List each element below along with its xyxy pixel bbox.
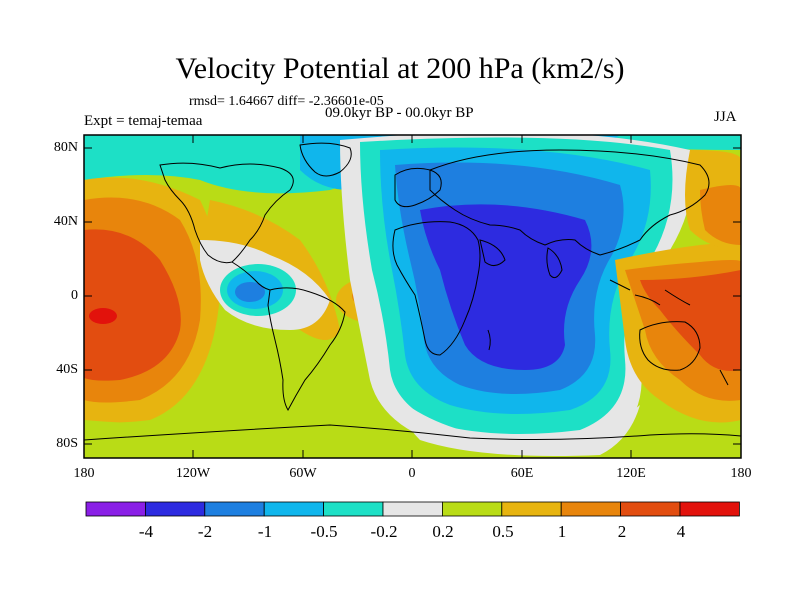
colorbar-swatch: [620, 501, 681, 517]
colorbar-swatch: [501, 501, 562, 517]
colorbar-label: -1: [257, 522, 273, 541]
x-label-120w: 120W: [175, 466, 211, 481]
x-label-60e: 60E: [510, 466, 534, 481]
colorbar-label: 0.5: [492, 522, 514, 541]
x-label-180w: 180: [73, 466, 95, 481]
plot-title: Velocity Potential at 200 hPa (km2/s): [175, 52, 625, 85]
colorbar: [85, 501, 740, 517]
field-camerica-blue: [235, 282, 265, 302]
x-label-180e: 180: [730, 466, 752, 481]
field-pacific-red: [84, 229, 181, 381]
colorbar-swatch: [441, 501, 503, 517]
x-label-120e: 120E: [616, 466, 646, 481]
colorbar-label: 0.2: [432, 522, 454, 541]
field-south-gray: [400, 400, 640, 456]
axis-ticks: [83, 135, 742, 458]
colorbar-swatch: [382, 501, 443, 517]
colorbar-swatch: [323, 501, 384, 517]
colorbar-swatch: [263, 501, 325, 517]
colorbar-label: -0.2: [370, 522, 398, 541]
y-label-80n: 80N: [53, 140, 78, 155]
field-africa-darkblue: [420, 204, 592, 370]
x-label-60w: 60W: [289, 466, 317, 481]
y-label-40s: 40S: [56, 362, 78, 377]
velocity-potential-field: [84, 135, 741, 458]
colorbar-swatch: [144, 501, 206, 517]
colorbar-label: 4: [676, 522, 686, 541]
colorbar-swatch: [679, 501, 740, 517]
y-label-0: 0: [71, 288, 78, 303]
y-label-40n: 40N: [53, 214, 78, 229]
field-nepac-orange: [700, 185, 741, 245]
colorbar-label: 2: [617, 522, 627, 541]
colorbar-swatch: [560, 501, 622, 517]
experiment-label: Expt = temaj-temaa: [84, 113, 203, 129]
coastlines: [84, 142, 741, 441]
colorbar-swatch: [204, 501, 265, 517]
period-label: 09.0kyr BP - 00.0kyr BP: [325, 105, 474, 121]
season-label: JJA: [714, 109, 737, 125]
y-label-80s: 80S: [56, 436, 78, 451]
colorbar-swatch: [85, 501, 146, 517]
colorbar-label: -2: [197, 522, 213, 541]
field-mc-red: [640, 270, 741, 371]
rmsd-diff-stats: rmsd= 1.64667 diff= -2.36601e-05: [189, 94, 384, 109]
x-label-0: 0: [408, 466, 416, 481]
field-pacific-deep-red: [89, 308, 117, 324]
colorbar-label: 1: [557, 522, 567, 541]
colorbar-label: -4: [138, 522, 154, 541]
colorbar-label: -0.5: [310, 522, 338, 541]
